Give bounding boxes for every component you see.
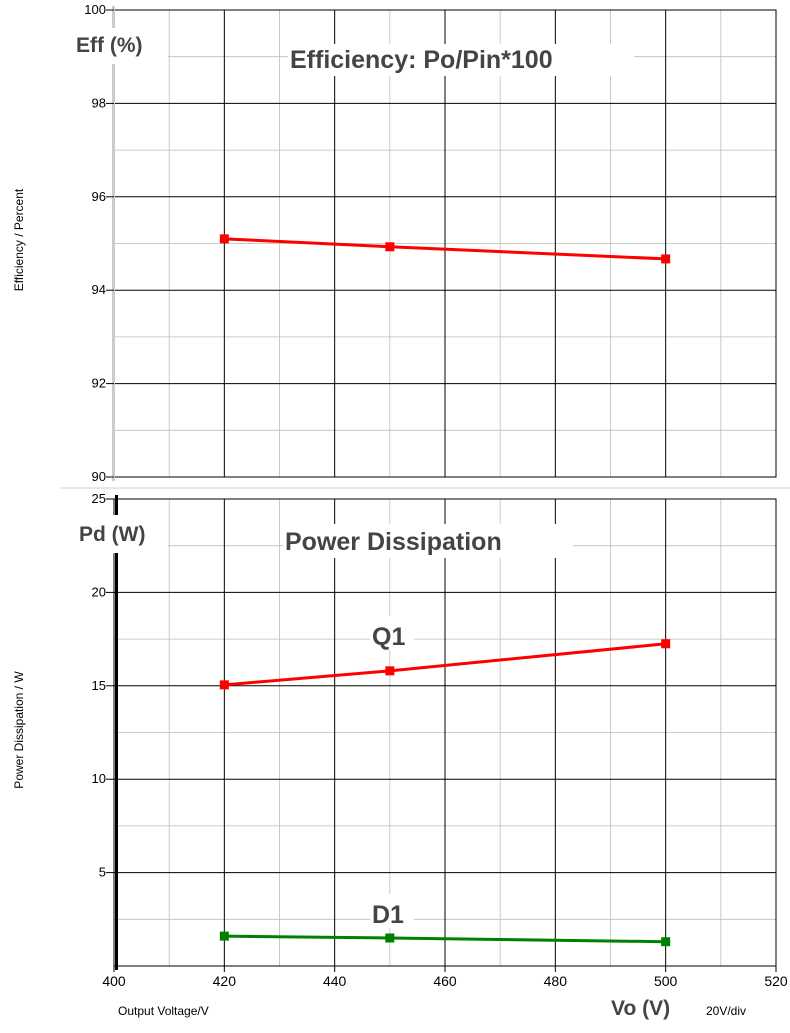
x-axis-label: Output Voltage/V xyxy=(118,1004,209,1018)
q1-point xyxy=(219,680,229,690)
corner-label: Pd (W) xyxy=(79,523,145,546)
y-tick-label: 94 xyxy=(92,282,106,297)
x-tick-label: 500 xyxy=(654,973,678,989)
x-tick-label: 460 xyxy=(433,973,457,989)
series-label-background xyxy=(370,616,414,650)
d1-point xyxy=(661,937,671,947)
chart-title: Efficiency: Po/Pin*100 xyxy=(290,46,553,74)
power-dissipation-y-axis-label: Power Dissipation / W xyxy=(12,671,26,789)
chart-title-background xyxy=(288,44,634,76)
corner-label-background xyxy=(76,515,168,553)
y-tick-label: 5 xyxy=(99,865,106,880)
y-tick-label: 92 xyxy=(92,376,106,391)
corner-label: Eff (%) xyxy=(76,34,143,57)
x-tick-label: 420 xyxy=(213,973,237,989)
y-tick-label: 20 xyxy=(92,584,106,599)
d1-point xyxy=(219,931,229,941)
y-tick-label: 96 xyxy=(92,189,106,204)
series-label-background xyxy=(370,894,414,928)
y-tick-label: 15 xyxy=(92,678,106,693)
y-tick-label: 90 xyxy=(92,469,106,484)
y-axis-line xyxy=(112,6,115,481)
d1-point xyxy=(385,933,395,943)
d1-series-label: D1 xyxy=(372,901,404,929)
efficiency-y-axis-label: Efficiency / Percent xyxy=(12,188,26,292)
q1-point xyxy=(385,666,395,676)
x-tick-label: 480 xyxy=(544,973,568,989)
y-tick-label: 98 xyxy=(92,95,106,110)
x-tick-label: 440 xyxy=(323,973,347,989)
q1-series-label: Q1 xyxy=(372,623,405,651)
eff-point xyxy=(661,254,671,264)
vo-axis-caption: Vo (V) xyxy=(611,997,671,1020)
q1-point xyxy=(661,639,671,649)
x-division-note: 20V/div xyxy=(706,1004,747,1018)
y-tick-label: 100 xyxy=(84,2,106,17)
y-tick-label: 25 xyxy=(92,491,106,506)
chart-title-background xyxy=(283,524,573,558)
y-tick-label: 10 xyxy=(92,771,106,786)
x-tick-label: 520 xyxy=(764,973,788,989)
chart-title: Power Dissipation xyxy=(285,528,502,556)
y-axis-line xyxy=(115,495,118,970)
x-tick-label: 400 xyxy=(102,973,126,989)
eff-point xyxy=(219,234,229,244)
eff-point xyxy=(385,242,395,252)
corner-label-background xyxy=(73,28,168,64)
